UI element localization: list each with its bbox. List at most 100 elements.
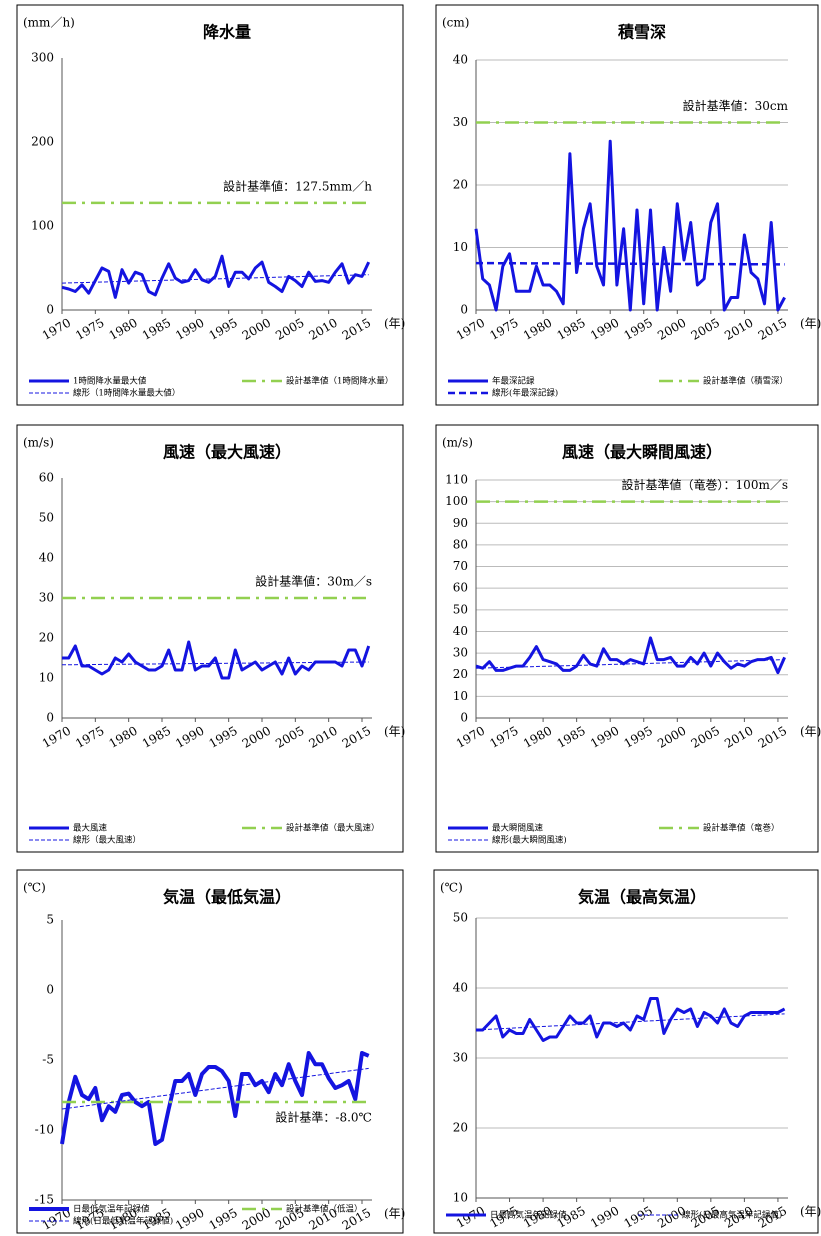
y-unit: (℃) <box>440 881 463 895</box>
y-tick-label: 110 <box>445 473 468 487</box>
x-tick-label: 2015 <box>340 316 373 343</box>
y-tick-label: 40 <box>453 53 468 67</box>
x-tick-label: 2015 <box>340 724 373 751</box>
series-line <box>474 139 786 312</box>
y-tick-label: 200 <box>31 135 54 149</box>
chart-title: 風速（最大瞬間風速） <box>562 443 722 462</box>
x-tick-label: 2005 <box>273 724 306 751</box>
y-tick-label: 0 <box>46 711 54 725</box>
legend-label: 年最深記録 <box>492 376 535 387</box>
chart-title: 風速（最大風速） <box>163 443 291 462</box>
y-tick-label: 50 <box>39 511 54 525</box>
x-tick-label: 1990 <box>173 316 206 343</box>
y-unit: (℃) <box>23 881 46 895</box>
x-tick-label: 1990 <box>173 724 206 751</box>
series-line <box>475 1013 785 1031</box>
x-tick-label: 1970 <box>454 316 487 343</box>
x-tick-label: 1990 <box>588 316 621 343</box>
legend-label: 線形(最大瞬間風速) <box>492 835 567 846</box>
annotation: 設計基準値：30m／s <box>255 574 372 589</box>
x-tick-label: 1980 <box>521 316 554 343</box>
x-tick-label: 2015 <box>756 316 789 343</box>
x-tick-label: 1995 <box>206 316 239 343</box>
x-axis-label: (年) <box>384 725 405 739</box>
series-line <box>475 659 785 669</box>
x-tick-label: 1985 <box>140 724 173 751</box>
y-tick-label: 80 <box>453 537 468 551</box>
x-tick-label: 2010 <box>306 316 339 343</box>
x-tick-label: 1970 <box>40 316 73 343</box>
x-tick-label: 2005 <box>273 316 306 343</box>
legend-label: 日最高気温年記録値 <box>490 1210 567 1221</box>
x-tick-label: 1995 <box>206 724 239 751</box>
x-tick-label: 1990 <box>588 724 621 751</box>
series-line <box>61 1067 369 1110</box>
y-tick-label: 50 <box>453 911 468 925</box>
y-tick-label: 0 <box>460 711 468 725</box>
x-tick-label: 1990 <box>588 1204 621 1231</box>
panel-frame <box>435 4 819 406</box>
legend-label: 1時間降水量最大値 <box>73 376 147 387</box>
x-tick-label: 2000 <box>655 316 688 343</box>
y-unit: (m/s) <box>23 436 54 450</box>
chart-title: 気温（最低気温） <box>163 888 291 907</box>
legend-label: 線形(日最低気温年記録値) <box>73 1216 173 1227</box>
x-tick-label: 2000 <box>240 316 273 343</box>
x-tick-label: 1990 <box>173 1206 206 1233</box>
x-axis-label: (年) <box>800 725 821 739</box>
y-tick-label: 90 <box>453 516 468 530</box>
y-tick-label: 50 <box>453 602 468 616</box>
x-tick-label: 2000 <box>240 724 273 751</box>
chart-title: 気温（最高気温） <box>578 888 706 907</box>
annotation: 設計基準値（竜巻）：100m／s <box>622 477 788 492</box>
series-line <box>62 640 371 680</box>
y-unit: (mm／h) <box>23 16 75 30</box>
panel-frame <box>16 869 404 1234</box>
legend-label: 日最低気温年記録値 <box>73 1204 150 1215</box>
legend-label: 設計基準値（最大風速） <box>286 823 380 834</box>
y-tick-label: 20 <box>453 667 468 681</box>
x-tick-label: 2010 <box>306 724 339 751</box>
x-axis-label: (年) <box>800 1205 821 1219</box>
x-tick-label: 1995 <box>622 724 655 751</box>
x-axis-label: (年) <box>384 1207 405 1221</box>
x-tick-label: 1980 <box>106 316 139 343</box>
y-tick-label: -10 <box>35 1123 54 1137</box>
x-tick-label: 1985 <box>554 724 587 751</box>
y-tick-label: 20 <box>453 1121 468 1135</box>
y-tick-label: 30 <box>453 115 468 129</box>
x-tick-label: 1985 <box>554 316 587 343</box>
y-tick-label: 60 <box>39 471 54 485</box>
y-tick-label: 30 <box>453 1051 468 1065</box>
legend-label: 線形(年最深記録) <box>492 388 558 399</box>
panel-frame <box>16 424 404 853</box>
y-tick-label: 10 <box>453 1191 468 1205</box>
y-tick-label: 30 <box>453 646 468 660</box>
y-tick-label: 70 <box>453 559 468 573</box>
x-tick-label: 1980 <box>521 724 554 751</box>
legend-label: 線形（1時間降水量最大値） <box>73 388 180 399</box>
x-tick-label: 2010 <box>722 316 755 343</box>
y-tick-label: 10 <box>453 240 468 254</box>
legend-label: 設計基準値（積雪深） <box>703 376 788 387</box>
y-tick-label: 300 <box>31 51 54 65</box>
y-tick-label: 30 <box>39 591 54 605</box>
x-tick-label: 1970 <box>40 724 73 751</box>
x-tick-label: 1995 <box>622 1204 655 1231</box>
x-tick-label: 1985 <box>140 316 173 343</box>
y-tick-label: 40 <box>453 981 468 995</box>
series-line <box>475 636 786 675</box>
legend-label: 設計基準値（1時間降水量） <box>286 376 393 387</box>
y-tick-label: 0 <box>46 303 54 317</box>
x-tick-label: 2005 <box>689 316 722 343</box>
y-tick-label: 0 <box>46 983 54 997</box>
x-tick-label: 1975 <box>73 316 106 343</box>
x-axis-label: (年) <box>800 317 821 331</box>
y-unit: (cm) <box>442 16 469 30</box>
y-tick-label: 100 <box>31 219 54 233</box>
panel-frame <box>16 4 404 406</box>
x-tick-label: 2000 <box>655 724 688 751</box>
legend-label: 最大風速 <box>73 823 108 834</box>
y-unit: (m/s) <box>442 436 473 450</box>
y-tick-label: 40 <box>453 624 468 638</box>
